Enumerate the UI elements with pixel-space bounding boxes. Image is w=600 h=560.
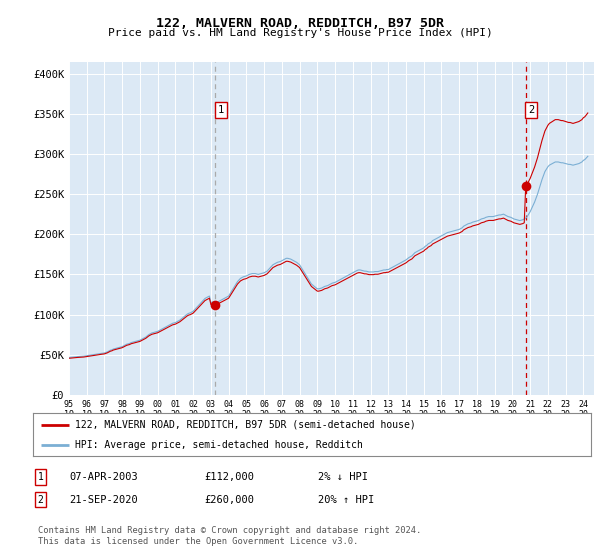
Text: 1: 1	[218, 105, 224, 115]
Text: 1: 1	[38, 472, 44, 482]
Text: £260,000: £260,000	[204, 494, 254, 505]
Text: HPI: Average price, semi-detached house, Redditch: HPI: Average price, semi-detached house,…	[75, 441, 363, 450]
Text: Contains HM Land Registry data © Crown copyright and database right 2024.
This d: Contains HM Land Registry data © Crown c…	[38, 526, 421, 546]
Text: £112,000: £112,000	[204, 472, 254, 482]
Text: 20% ↑ HPI: 20% ↑ HPI	[318, 494, 374, 505]
Text: 21-SEP-2020: 21-SEP-2020	[69, 494, 138, 505]
Text: 122, MALVERN ROAD, REDDITCH, B97 5DR (semi-detached house): 122, MALVERN ROAD, REDDITCH, B97 5DR (se…	[75, 419, 416, 430]
Text: 2: 2	[38, 494, 44, 505]
Text: Price paid vs. HM Land Registry's House Price Index (HPI): Price paid vs. HM Land Registry's House …	[107, 28, 493, 38]
Text: 2% ↓ HPI: 2% ↓ HPI	[318, 472, 368, 482]
Text: 2: 2	[528, 105, 534, 115]
Text: 07-APR-2003: 07-APR-2003	[69, 472, 138, 482]
Text: 122, MALVERN ROAD, REDDITCH, B97 5DR: 122, MALVERN ROAD, REDDITCH, B97 5DR	[156, 17, 444, 30]
